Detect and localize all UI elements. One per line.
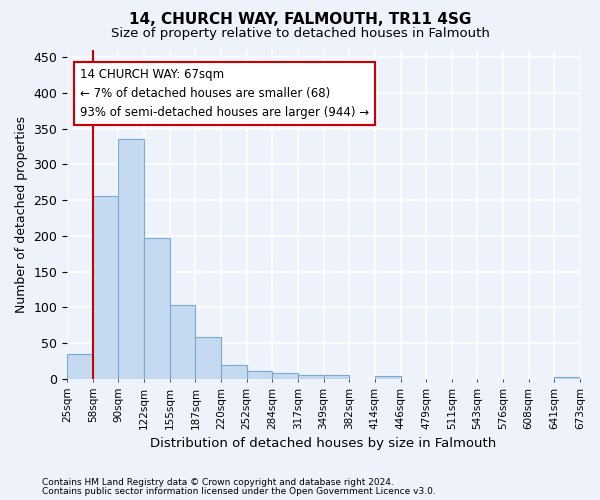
Bar [196,338,221,379]
Y-axis label: Number of detached properties: Number of detached properties [15,116,28,313]
Text: 14 CHURCH WAY: 67sqm
← 7% of detached houses are smaller (68)
93% of semi-detach: 14 CHURCH WAY: 67sqm ← 7% of detached ho… [80,68,369,119]
Bar [221,366,247,379]
Text: Contains public sector information licensed under the Open Government Licence v3: Contains public sector information licen… [42,487,436,496]
Bar [118,140,144,379]
Bar [375,376,401,379]
Bar [144,238,170,379]
Bar [93,196,118,379]
Text: 14, CHURCH WAY, FALMOUTH, TR11 4SG: 14, CHURCH WAY, FALMOUTH, TR11 4SG [129,12,471,28]
X-axis label: Distribution of detached houses by size in Falmouth: Distribution of detached houses by size … [151,437,497,450]
Text: Contains HM Land Registry data © Crown copyright and database right 2024.: Contains HM Land Registry data © Crown c… [42,478,394,487]
Bar [272,373,298,379]
Bar [247,371,272,379]
Bar [554,377,580,379]
Bar [298,376,323,379]
Bar [170,304,196,379]
Bar [323,376,349,379]
Bar [67,354,93,379]
Text: Size of property relative to detached houses in Falmouth: Size of property relative to detached ho… [110,28,490,40]
